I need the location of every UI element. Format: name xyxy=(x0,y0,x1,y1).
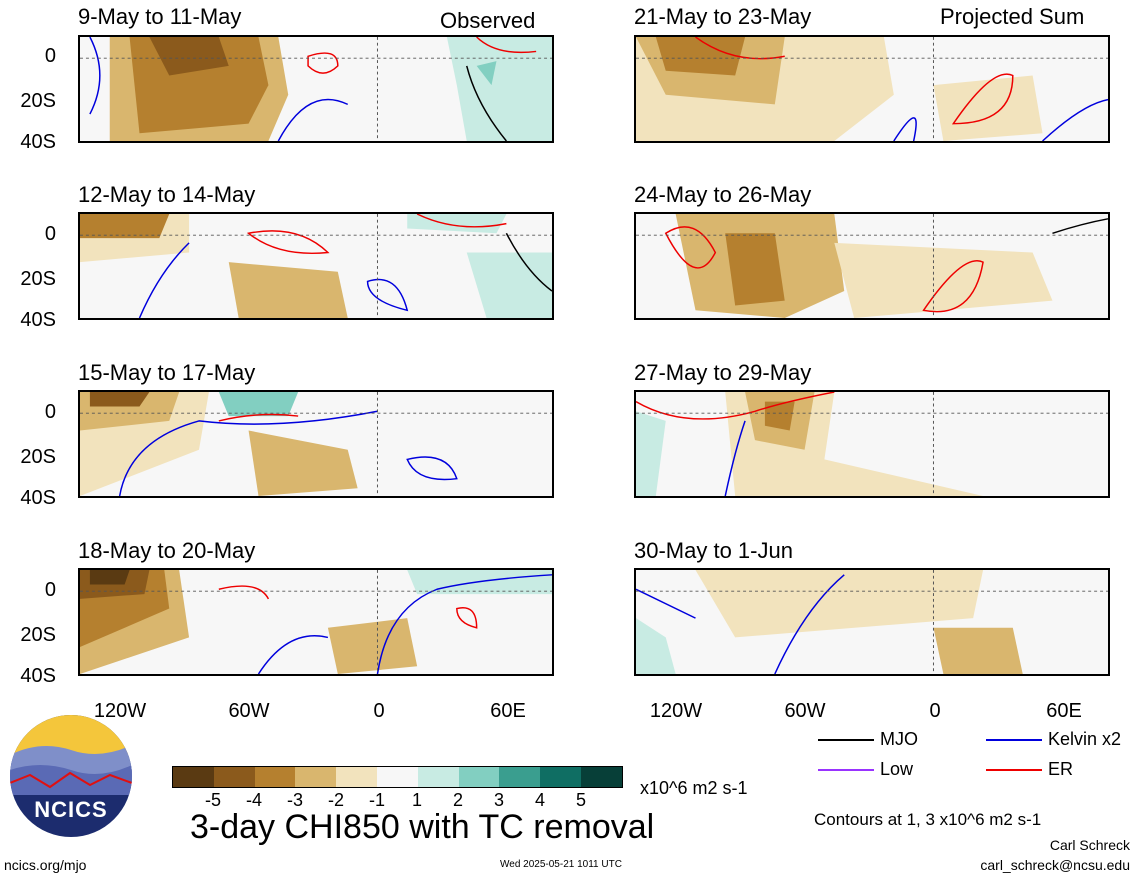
colorbar-label: 2 xyxy=(452,790,463,810)
colorbar-swatch xyxy=(295,767,337,787)
panel-title: 24-May to 26-May xyxy=(634,182,812,207)
map-panel-3 xyxy=(78,212,554,320)
main-title: 3-day CHI850 with TC removal xyxy=(190,808,655,846)
legend-label-low: Low xyxy=(880,759,914,779)
footer-timestamp: Wed 2025-05-21 1011 UTC xyxy=(500,859,622,870)
map-panel-5 xyxy=(78,390,554,498)
map-panel-2 xyxy=(634,35,1110,143)
colorbar-swatch xyxy=(173,767,214,787)
colorbar-swatch xyxy=(499,767,541,787)
y-tick-label: 0 xyxy=(44,579,56,601)
map-panel-7 xyxy=(78,568,554,676)
x-tick-label: 120W xyxy=(93,700,147,722)
map-panel-1 xyxy=(78,35,554,143)
panel-tag-observed: Observed xyxy=(440,8,536,33)
x-tick-label: 60E xyxy=(1046,700,1082,722)
colorbar-swatch xyxy=(213,767,255,787)
colorbar-swatch xyxy=(458,767,500,787)
y-tick-label: 20S xyxy=(20,90,56,112)
legend-line-er xyxy=(986,769,1042,771)
panel-title: 9-May to 11-May xyxy=(78,4,242,29)
colorbar-swatch xyxy=(254,767,296,787)
colorbar-label: 4 xyxy=(534,790,545,810)
colorbar-swatch xyxy=(376,767,418,787)
x-tick-label: 60E xyxy=(490,700,526,722)
colorbar-label: -2 xyxy=(327,790,344,810)
colorbar-swatch xyxy=(336,767,377,787)
y-tick-label: 20S xyxy=(20,624,56,646)
y-tick-label: 0 xyxy=(44,401,56,423)
y-tick-label: 40S xyxy=(20,131,56,153)
legend-label-kelvin: Kelvin x2 xyxy=(1048,729,1122,749)
x-tick-label: 0 xyxy=(373,700,385,722)
colorbar-swatch xyxy=(417,767,459,787)
y-tick-label: 0 xyxy=(44,45,56,67)
colorbar-label: -3 xyxy=(286,790,303,810)
colorbar xyxy=(172,766,623,788)
colorbar-label: 3 xyxy=(493,790,504,810)
colorbar-label: -5 xyxy=(204,790,221,810)
x-tick-label: 0 xyxy=(929,700,941,722)
map-panel-8 xyxy=(634,568,1110,676)
y-tick-label: 0 xyxy=(44,223,56,245)
contours-note: Contours at 1, 3 x10^6 m2 s-1 xyxy=(814,810,1042,829)
colorbar-units: x10^6 m2 s-1 xyxy=(640,778,748,798)
legend-label-er: ER xyxy=(1048,759,1074,779)
legend-line-kelvin xyxy=(986,739,1042,741)
footer-email: carl_schreck@ncsu.edu xyxy=(980,857,1130,873)
y-tick-label: 20S xyxy=(20,268,56,290)
map-panel-4 xyxy=(634,212,1110,320)
y-tick-label: 20S xyxy=(20,446,56,468)
x-tick-label: 60W xyxy=(784,700,826,722)
colorbar-label: 5 xyxy=(575,790,586,810)
colorbar-swatch xyxy=(540,767,581,787)
y-tick-label: 40S xyxy=(20,487,56,509)
logo-text: NCICS xyxy=(34,797,108,822)
colorbar-swatch xyxy=(580,767,622,787)
legend-line-mjo xyxy=(818,739,874,741)
colorbar-label: -1 xyxy=(368,790,385,810)
panel-tag-projected: Projected Sum xyxy=(940,4,1085,29)
panel-title: 21-May to 23-May xyxy=(634,4,812,29)
y-tick-label: 40S xyxy=(20,309,56,331)
legend-line-low xyxy=(818,769,874,771)
ncics-logo: NCICS xyxy=(10,715,132,837)
footer-author: Carl Schreck xyxy=(1049,837,1130,853)
x-tick-label: 60W xyxy=(228,700,270,722)
footer-url: ncics.org/mjo xyxy=(4,857,87,873)
y-tick-label: 40S xyxy=(20,665,56,687)
panel-title: 15-May to 17-May xyxy=(78,360,256,385)
legend-label-mjo: MJO xyxy=(880,729,918,749)
panel-title: 18-May to 20-May xyxy=(78,538,256,563)
colorbar-label: -4 xyxy=(245,790,262,810)
panel-title: 30-May to 1-Jun xyxy=(634,538,793,563)
x-tick-label: 120W xyxy=(649,700,703,722)
panel-title: 27-May to 29-May xyxy=(634,360,812,385)
panel-title: 12-May to 14-May xyxy=(78,182,256,207)
colorbar-label: 1 xyxy=(411,790,422,810)
map-panel-6 xyxy=(634,390,1110,498)
